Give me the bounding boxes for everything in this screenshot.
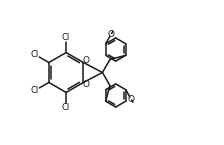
Text: Cl: Cl <box>31 50 39 59</box>
Text: Cl: Cl <box>62 33 70 42</box>
Text: O: O <box>128 95 135 104</box>
Text: O: O <box>82 80 89 89</box>
Text: Cl: Cl <box>62 103 70 112</box>
Text: O: O <box>108 30 115 39</box>
Text: O: O <box>82 56 89 65</box>
Text: Cl: Cl <box>31 86 39 95</box>
